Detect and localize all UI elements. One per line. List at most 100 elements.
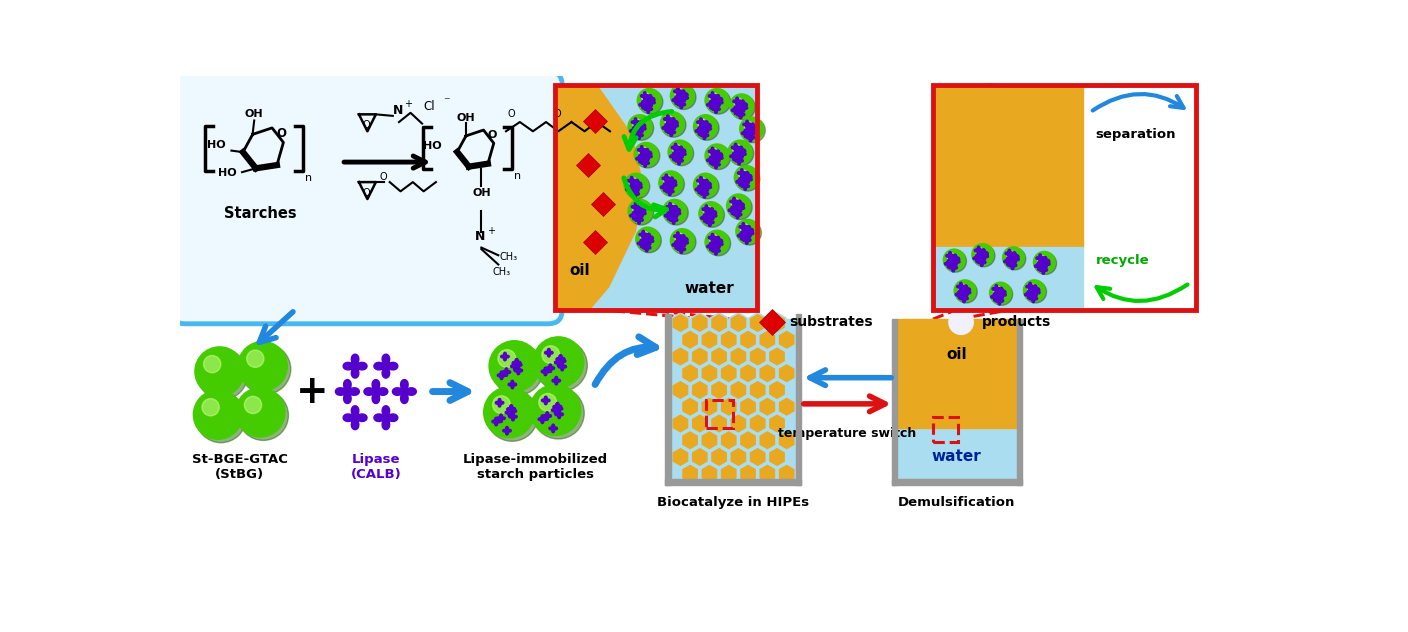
Polygon shape <box>667 179 676 187</box>
Polygon shape <box>1010 253 1018 262</box>
Circle shape <box>638 90 663 114</box>
Circle shape <box>660 172 684 197</box>
Polygon shape <box>635 131 643 140</box>
Polygon shape <box>672 209 680 217</box>
Polygon shape <box>673 87 681 95</box>
Polygon shape <box>739 330 756 349</box>
Polygon shape <box>701 214 710 222</box>
Polygon shape <box>703 179 711 188</box>
Polygon shape <box>1031 285 1039 293</box>
Polygon shape <box>628 184 636 192</box>
Circle shape <box>741 224 749 232</box>
Circle shape <box>972 244 994 265</box>
Polygon shape <box>712 161 721 169</box>
Polygon shape <box>703 122 711 130</box>
Text: N: N <box>393 104 403 118</box>
Polygon shape <box>701 363 718 383</box>
Polygon shape <box>639 100 648 109</box>
Polygon shape <box>503 368 511 376</box>
Polygon shape <box>669 118 677 126</box>
Polygon shape <box>779 464 796 483</box>
Circle shape <box>238 341 287 391</box>
Circle shape <box>736 219 760 243</box>
Bar <box>705 400 734 428</box>
Circle shape <box>1007 112 1028 135</box>
Polygon shape <box>514 366 522 375</box>
Polygon shape <box>513 358 521 367</box>
Polygon shape <box>638 209 646 217</box>
Polygon shape <box>995 296 1004 305</box>
Polygon shape <box>553 403 562 411</box>
Polygon shape <box>497 371 505 380</box>
Polygon shape <box>1005 249 1014 258</box>
Polygon shape <box>1008 261 1017 270</box>
Circle shape <box>976 248 983 255</box>
Polygon shape <box>955 290 963 299</box>
Polygon shape <box>701 330 718 349</box>
Text: temperature switch: temperature switch <box>779 427 917 440</box>
Polygon shape <box>743 120 752 129</box>
Polygon shape <box>714 236 722 245</box>
Polygon shape <box>1036 254 1045 262</box>
Circle shape <box>955 281 977 303</box>
Circle shape <box>638 88 662 112</box>
Text: Lipase
(CALB): Lipase (CALB) <box>351 453 401 481</box>
Polygon shape <box>632 181 641 190</box>
Polygon shape <box>769 447 786 467</box>
Polygon shape <box>779 430 796 450</box>
Circle shape <box>636 228 662 253</box>
Polygon shape <box>779 363 796 383</box>
Text: St-BGE-GTAC
(StBG): St-BGE-GTAC (StBG) <box>191 453 287 481</box>
Polygon shape <box>1010 252 1018 260</box>
Polygon shape <box>745 226 753 235</box>
Polygon shape <box>962 285 970 294</box>
Circle shape <box>493 396 510 413</box>
Polygon shape <box>508 413 517 421</box>
Circle shape <box>1049 157 1070 178</box>
Polygon shape <box>711 447 728 467</box>
Polygon shape <box>719 397 738 416</box>
Circle shape <box>938 112 959 135</box>
Polygon shape <box>634 180 642 189</box>
Polygon shape <box>731 143 739 152</box>
Polygon shape <box>677 100 686 109</box>
Polygon shape <box>636 206 645 214</box>
Text: OH: OH <box>472 188 491 198</box>
Polygon shape <box>714 150 722 159</box>
Polygon shape <box>679 90 687 99</box>
Polygon shape <box>511 362 520 370</box>
Polygon shape <box>974 253 983 261</box>
Polygon shape <box>697 118 705 126</box>
Bar <box>932 247 1083 310</box>
Circle shape <box>241 344 291 394</box>
Polygon shape <box>679 92 687 100</box>
Polygon shape <box>555 410 563 418</box>
Polygon shape <box>1032 288 1041 297</box>
Polygon shape <box>728 206 736 214</box>
Circle shape <box>736 221 762 245</box>
Polygon shape <box>701 123 710 131</box>
Circle shape <box>991 283 1012 305</box>
Polygon shape <box>501 352 510 361</box>
Circle shape <box>674 233 683 241</box>
Text: N: N <box>476 230 486 243</box>
Text: HO: HO <box>207 140 227 150</box>
Bar <box>1017 319 1022 485</box>
Circle shape <box>636 227 659 251</box>
Circle shape <box>194 347 244 396</box>
Polygon shape <box>680 94 689 102</box>
Polygon shape <box>1004 257 1012 265</box>
Circle shape <box>197 349 248 399</box>
Polygon shape <box>974 246 983 255</box>
Polygon shape <box>543 411 552 420</box>
Circle shape <box>1045 112 1067 135</box>
Circle shape <box>193 390 242 439</box>
Polygon shape <box>735 202 743 210</box>
Polygon shape <box>639 230 648 239</box>
Polygon shape <box>679 90 687 99</box>
Polygon shape <box>667 177 676 186</box>
Polygon shape <box>736 201 745 210</box>
Polygon shape <box>638 125 646 133</box>
Circle shape <box>625 174 649 199</box>
Circle shape <box>659 171 683 195</box>
